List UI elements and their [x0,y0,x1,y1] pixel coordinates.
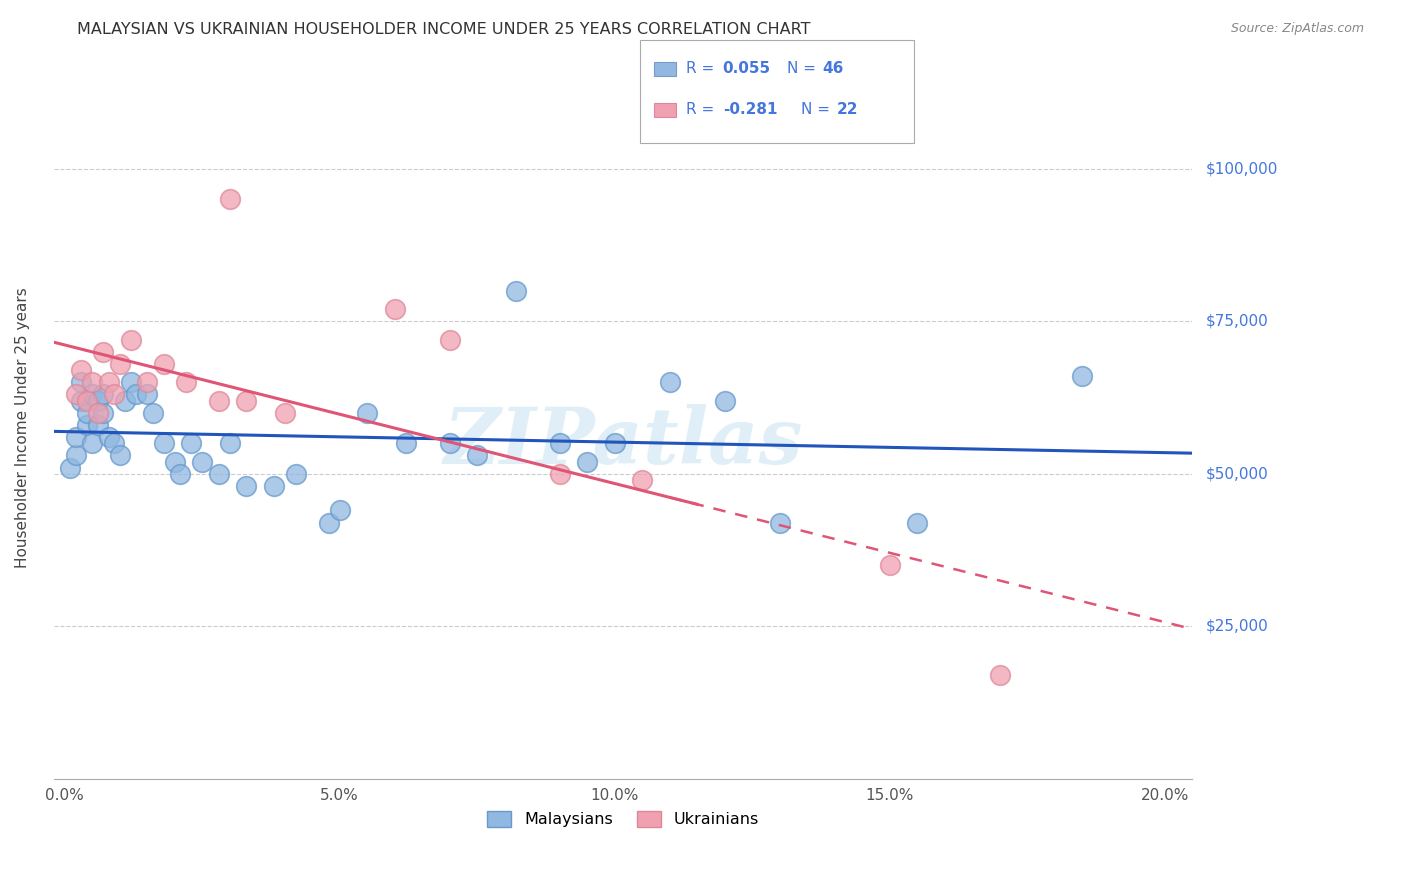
Point [103,436,125,450]
Point [631,473,654,487]
Point [439,436,461,450]
Point [658,376,681,390]
Text: R =: R = [686,103,720,117]
Point [1071,369,1094,384]
Point [395,436,418,450]
Point [174,376,197,390]
Text: Source: ZipAtlas.com: Source: ZipAtlas.com [1230,22,1364,36]
Point [548,467,571,481]
Point [86,417,108,432]
Point [576,454,599,468]
Point [263,479,285,493]
Point [59,460,82,475]
Text: N =: N = [801,103,835,117]
Point [103,387,125,401]
Text: N =: N = [787,62,821,76]
Point [356,406,378,420]
Point [82,376,104,390]
Point [905,516,928,530]
Point [97,376,120,390]
Point [603,436,626,450]
Text: MALAYSIAN VS UKRAINIAN HOUSEHOLDER INCOME UNDER 25 YEARS CORRELATION CHART: MALAYSIAN VS UKRAINIAN HOUSEHOLDER INCOM… [77,22,811,37]
Point [191,454,214,468]
Point [120,333,142,347]
Point [152,436,174,450]
Point [142,406,165,420]
Point [273,406,295,420]
Point [329,503,352,517]
Point [218,436,240,450]
Point [65,430,87,444]
Point [284,467,307,481]
Point [86,393,108,408]
Point [108,357,131,371]
Point [318,516,340,530]
Point [97,430,120,444]
Point [163,454,186,468]
Point [439,333,461,347]
Point [180,436,202,450]
Text: -0.281: -0.281 [723,103,778,117]
Point [769,516,792,530]
Point [384,302,406,317]
Point [91,387,114,401]
Point [82,436,104,450]
Text: R =: R = [686,62,720,76]
Point [86,406,108,420]
Point [169,467,191,481]
Point [120,376,142,390]
Point [65,449,87,463]
Point [713,393,735,408]
Point [76,393,98,408]
Point [465,449,488,463]
Text: 0.055: 0.055 [723,62,770,76]
Point [114,393,136,408]
Text: $25,000: $25,000 [1206,619,1268,633]
Point [125,387,148,401]
Point [235,479,257,493]
Point [76,406,98,420]
Legend: Malaysians, Ukrainians: Malaysians, Ukrainians [481,805,765,834]
Point [136,387,159,401]
Point [505,284,527,298]
Point [879,558,901,573]
Point [70,393,93,408]
Point [548,436,571,450]
Text: ZIPatlas: ZIPatlas [443,404,803,480]
Point [207,393,229,408]
Point [76,417,98,432]
Text: $75,000: $75,000 [1206,314,1268,329]
Y-axis label: Householder Income Under 25 years: Householder Income Under 25 years [15,287,30,568]
Text: $100,000: $100,000 [1206,161,1278,177]
Point [988,668,1011,682]
Point [70,376,93,390]
Text: 46: 46 [823,62,844,76]
Point [235,393,257,408]
Point [91,406,114,420]
Point [65,387,87,401]
Point [207,467,229,481]
Point [218,193,240,207]
Point [108,449,131,463]
Point [70,363,93,377]
Point [82,387,104,401]
Point [152,357,174,371]
Text: $50,000: $50,000 [1206,467,1268,481]
Point [136,376,159,390]
Point [91,344,114,359]
Text: 22: 22 [837,103,858,117]
